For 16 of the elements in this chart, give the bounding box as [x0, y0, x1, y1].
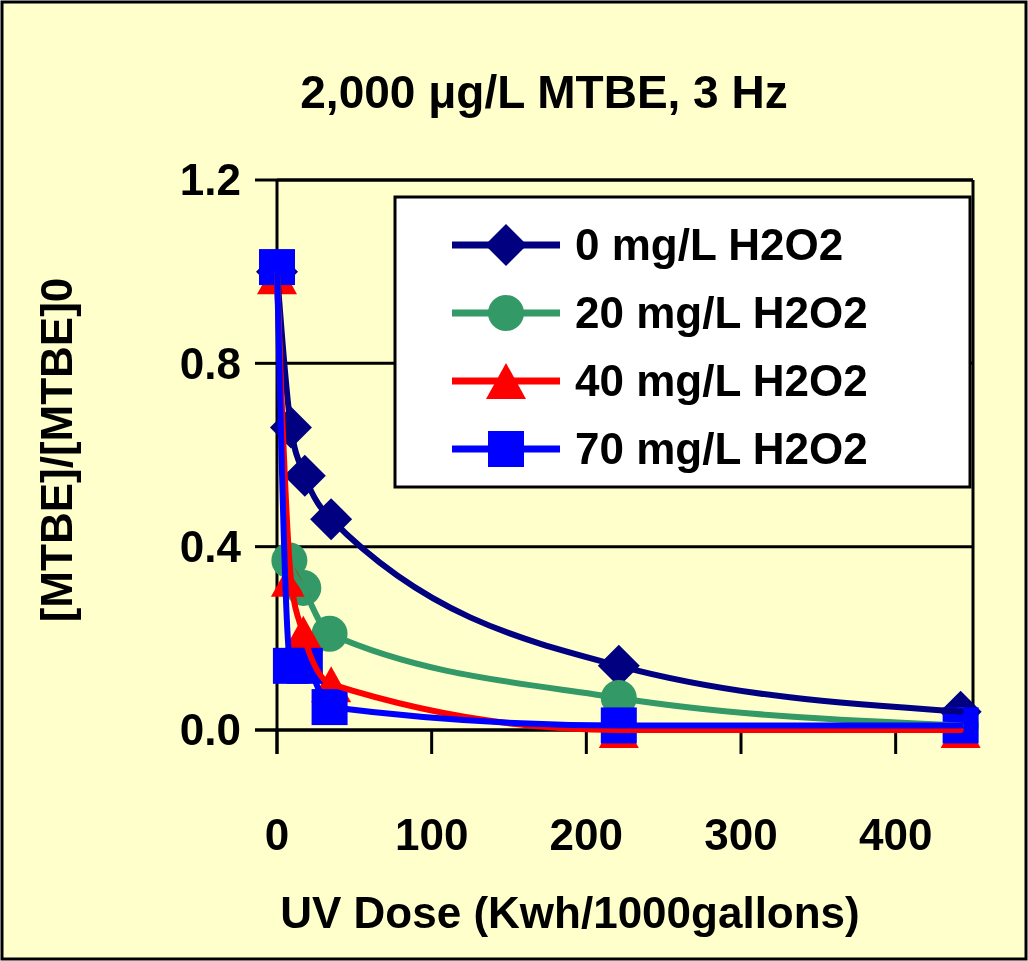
x-tick-label: 200 — [549, 810, 624, 859]
legend-label: 20 mg/L H2O2 — [575, 288, 868, 338]
legend-label: 70 mg/L H2O2 — [575, 424, 868, 474]
y-tick-label: 1.2 — [179, 155, 241, 205]
x-axis-title: UV Dose (Kwh/1000gallons) — [280, 888, 860, 937]
x-tick-label: 300 — [704, 810, 778, 859]
x-tick-label: 0 — [264, 810, 290, 859]
chart-title: 2,000 μg/L MTBE, 3 Hz — [300, 66, 788, 118]
x-tick-label: 100 — [394, 810, 469, 859]
legend-label: 40 mg/L H2O2 — [575, 356, 868, 406]
x-tick-label: 400 — [858, 810, 933, 859]
y-axis-title: [MTBE]/[MTBE]0 — [32, 277, 81, 623]
y-tick-label: 0.8 — [179, 338, 241, 388]
legend-label: 0 mg/L H2O2 — [575, 220, 844, 270]
y-tick-label: 0.0 — [179, 705, 241, 755]
y-tick-label: 0.4 — [179, 522, 242, 572]
